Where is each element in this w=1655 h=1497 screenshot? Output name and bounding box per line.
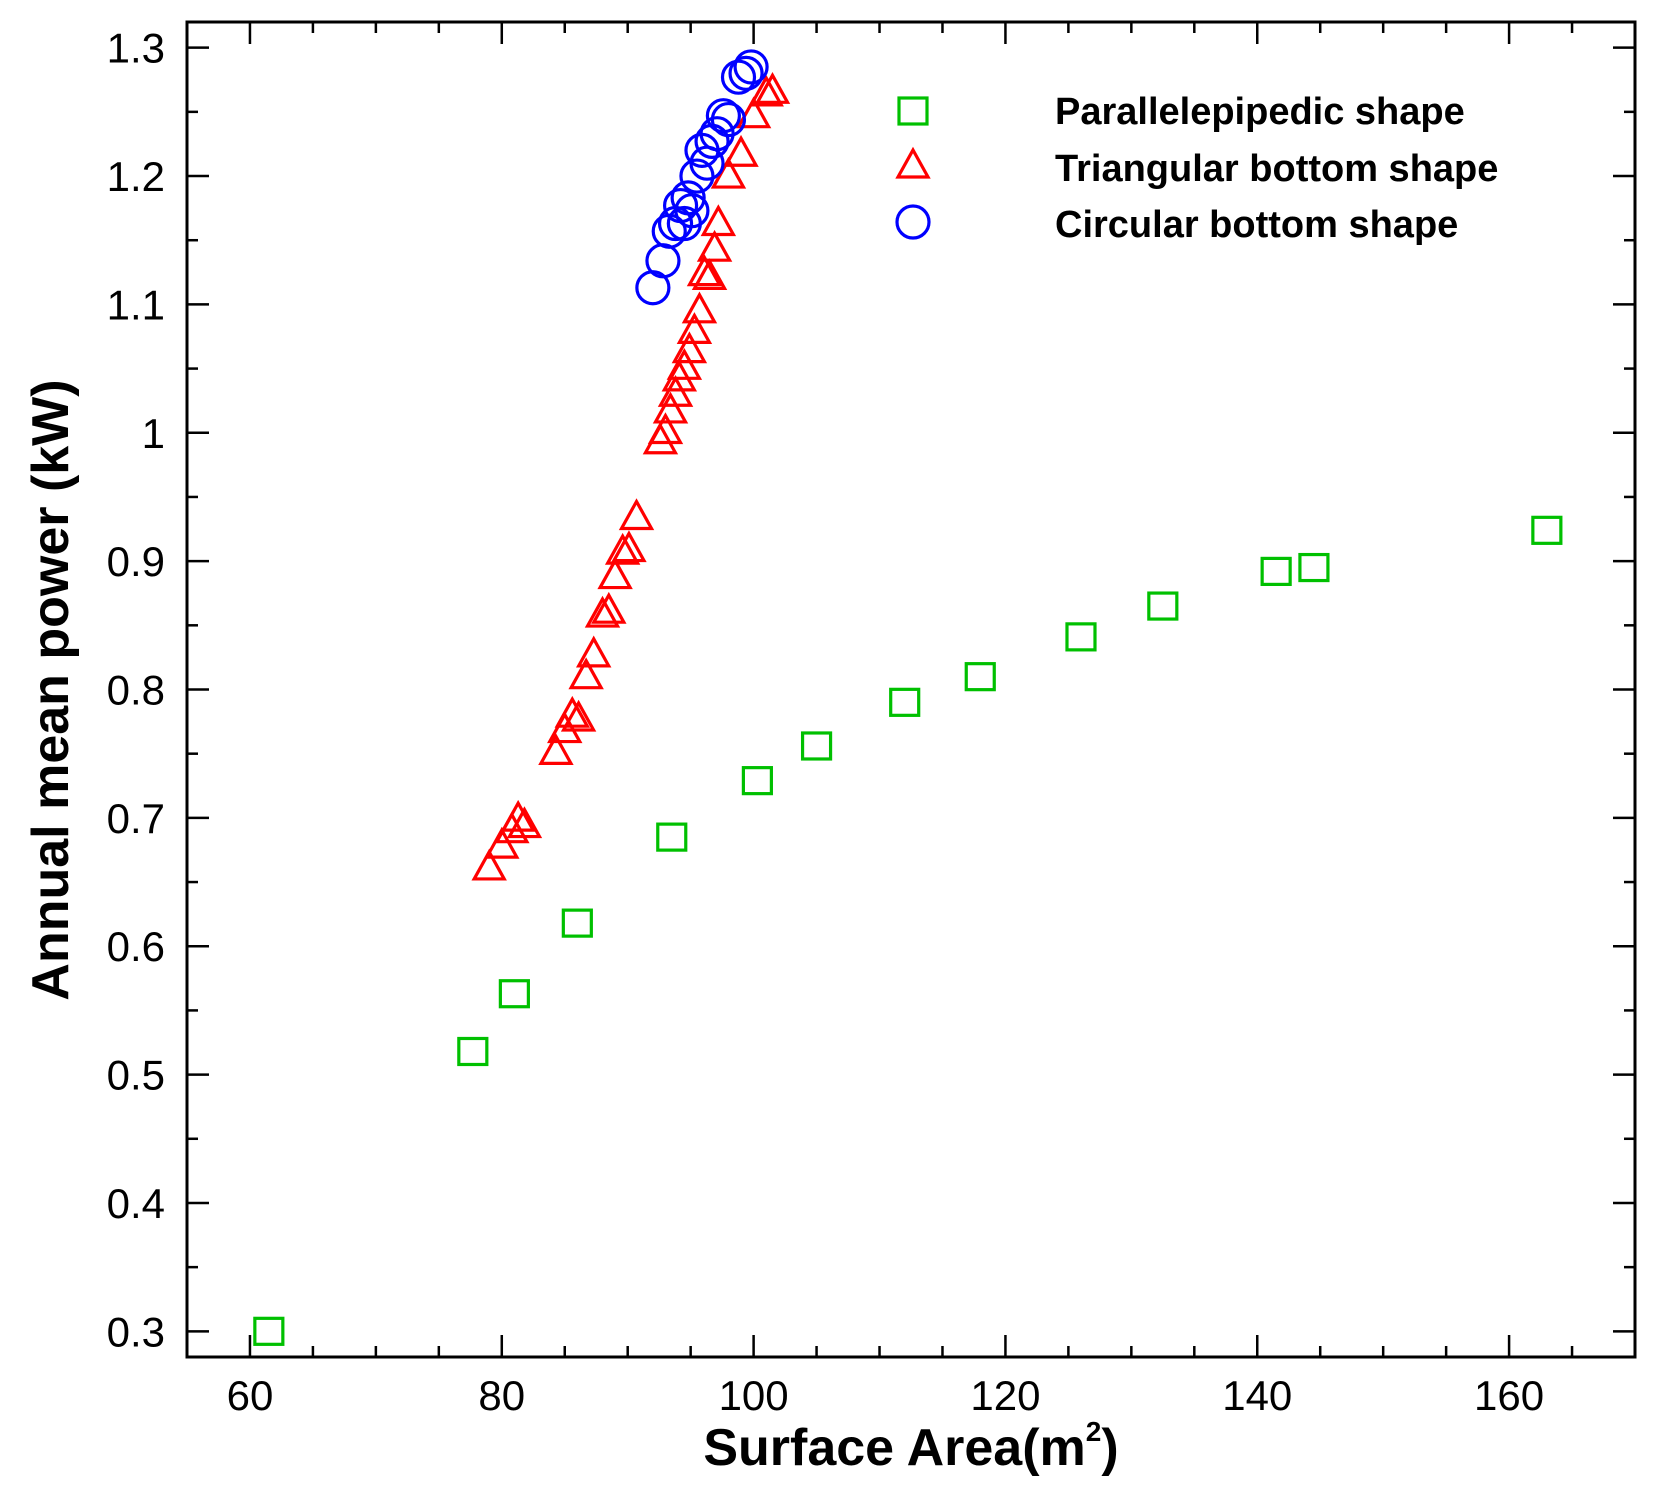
triangular-point (547, 711, 583, 744)
plot-frame (185, 20, 1637, 1359)
triangular-point (500, 799, 536, 832)
triangular-point (604, 532, 641, 565)
triangular-point (657, 374, 694, 407)
circular-point (720, 59, 757, 95)
legend-label-circular: Circular bottom shape (1055, 204, 1458, 246)
legend-circle-marker (895, 204, 931, 240)
parallelepipedic-point (253, 1316, 285, 1346)
circular-point (645, 243, 681, 279)
triangular-point (647, 412, 684, 445)
circular-point (705, 98, 741, 134)
parallelepipedic-point (889, 687, 921, 717)
parallelepipedic-point (1260, 556, 1292, 587)
y-axis-title: Annual mean power (kW) (22, 379, 80, 1000)
triangular-point (700, 204, 737, 237)
triangular-point (538, 733, 574, 765)
triangular-point (686, 254, 723, 287)
y-tick-label: 0.7 (107, 795, 165, 842)
parallelepipedic-point (656, 822, 688, 852)
triangular-point (681, 291, 718, 324)
x-tick-label: 100 (719, 1372, 789, 1419)
parallelepipedic-point (1065, 622, 1097, 652)
legend-square-marker (897, 96, 929, 126)
triangular-point (754, 72, 791, 104)
triangular-point (597, 557, 633, 590)
y-tick-label: 1.3 (107, 25, 165, 72)
x-axis-title: Surface Area(m2) (703, 1416, 1118, 1477)
legend: Parallelepipedic shape Triangular bottom… (895, 91, 1498, 246)
ticks-layer (187, 22, 1635, 1357)
x-tick-label: 80 (478, 1372, 525, 1419)
points-layer (253, 49, 1563, 1346)
triangular-point (506, 806, 543, 839)
parallelepipedic-point (457, 1036, 489, 1067)
parallelepipedic-point (1147, 591, 1179, 621)
y-tick-label: 0.6 (107, 923, 165, 970)
circular-point (733, 49, 769, 85)
y-tick-label: 0.3 (107, 1308, 165, 1355)
parallelepipedic-point (498, 979, 530, 1009)
parallelepipedic-point (561, 908, 593, 938)
parallelepipedic-point (964, 662, 996, 692)
x-tick-label: 60 (227, 1372, 274, 1419)
y-tick-label: 0.8 (107, 667, 165, 714)
triangular-point (676, 312, 713, 344)
y-tick-label: 0.4 (107, 1180, 165, 1227)
triangular-point (666, 348, 703, 380)
triangular-point (748, 74, 784, 107)
triangular-point (618, 498, 655, 531)
triangular-point (554, 695, 591, 728)
triangular-point (484, 826, 520, 859)
x-tick-label: 140 (1222, 1372, 1292, 1419)
triangular-point (568, 657, 604, 690)
circular-point (679, 158, 715, 194)
triangular-point (691, 258, 728, 291)
circular-point (728, 55, 764, 91)
triangular-point (584, 595, 621, 628)
legend-markers (895, 96, 931, 240)
parallelepipedic-point (741, 766, 773, 796)
triangular-point (471, 848, 507, 881)
triangular-point (611, 530, 647, 563)
triangular-point (575, 635, 612, 668)
triangular-point (652, 391, 689, 424)
y-tick-label: 1.2 (107, 153, 165, 200)
legend-label-triangular: Triangular bottom shape (1055, 148, 1498, 190)
parallelepipedic-point (1531, 515, 1563, 545)
y-tick-label: 0.5 (107, 1052, 165, 1099)
tick-labels-layer: 60 80 100 120 140 160 0.3 0.4 0.5 0.6 0.7 0.8 0.9 1 1.… (107, 25, 1545, 1419)
parallelepipedic-point (800, 731, 833, 761)
y-tick-label: 1.1 (107, 281, 165, 328)
triangular-point (696, 229, 733, 262)
legend-triangle-marker (895, 146, 931, 179)
x-tick-label: 120 (970, 1372, 1040, 1419)
triangular-point (671, 331, 708, 364)
parallelepipedic-point (1298, 552, 1330, 583)
y-tick-label: 0.9 (107, 538, 165, 585)
circular-point (710, 101, 747, 138)
triangular-point (735, 96, 772, 129)
circular-point (670, 180, 706, 216)
triangular-point (591, 591, 627, 624)
y-tick-label: 1 (142, 410, 165, 457)
circular-point (674, 193, 710, 229)
triangular-point (642, 422, 679, 455)
x-tick-label: 160 (1474, 1372, 1544, 1419)
legend-label-parallelepipedic: Parallelepipedic shape (1055, 91, 1465, 133)
triangular-point (723, 134, 759, 167)
triangular-point (560, 699, 597, 732)
